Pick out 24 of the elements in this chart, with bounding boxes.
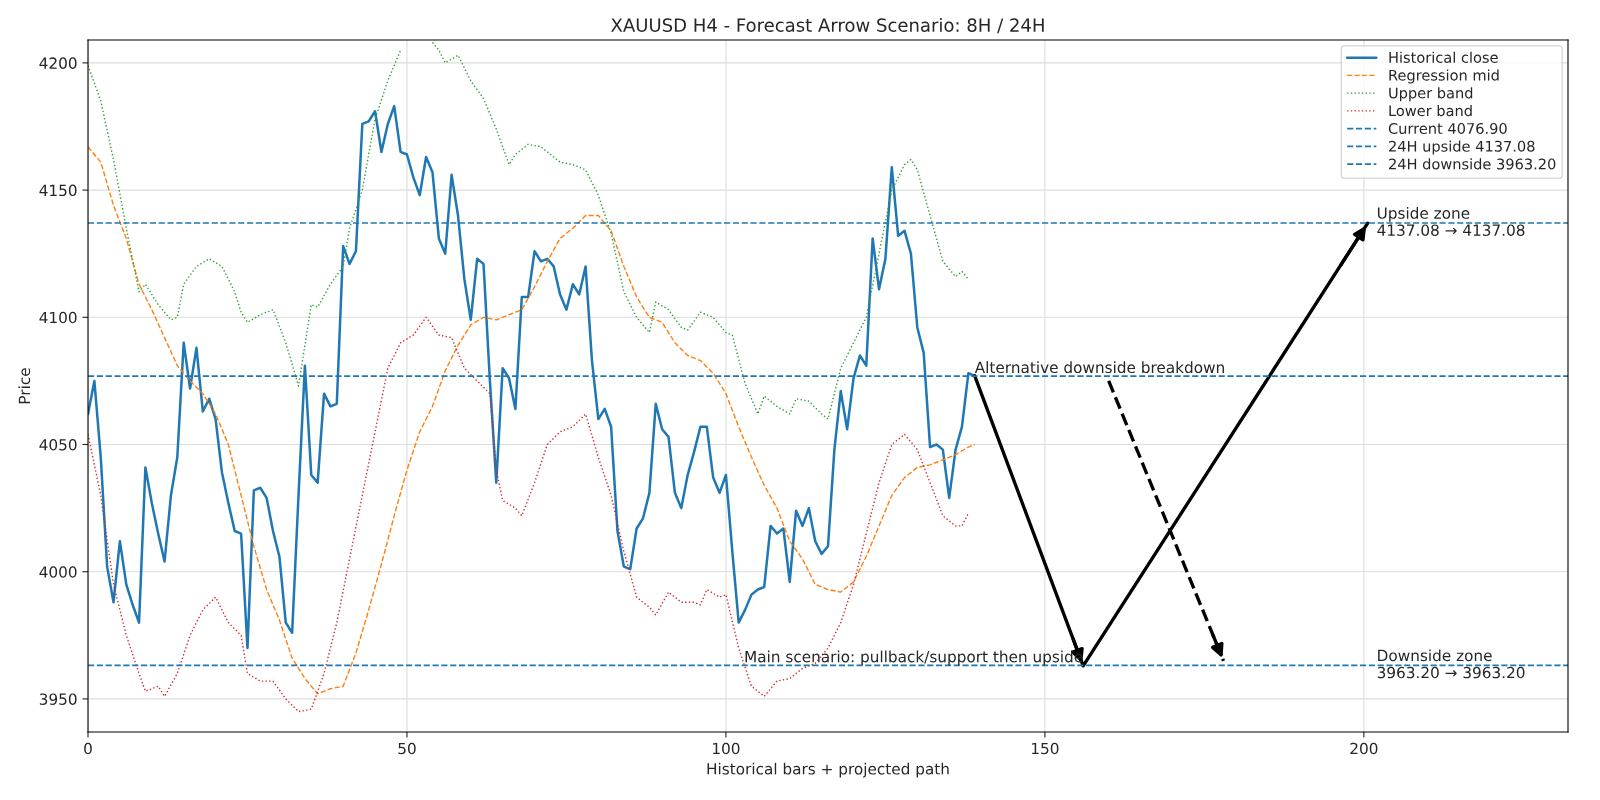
x-tick-label: 200 <box>1350 742 1378 755</box>
annotation: Downside zone 3963.20 → 3963.20 <box>1377 649 1525 679</box>
x-axis-title: Historical bars + projected path <box>707 762 949 778</box>
y-tick-label: 4050 <box>39 438 77 451</box>
x-tick-label: 0 <box>84 742 92 755</box>
legend-label: Upper band <box>1389 87 1473 102</box>
legend-label: Current 4076.90 <box>1388 122 1507 134</box>
legend-label: 24H upside 4137.08 <box>1389 140 1535 155</box>
legend-label: Regression mid <box>1389 69 1499 84</box>
y-tick-label: 3950 <box>39 693 77 705</box>
x-tick-label: 150 <box>1031 742 1059 755</box>
x-tick-label: 50 <box>398 742 416 755</box>
x-tick-label: 100 <box>713 742 740 755</box>
y-tick-label: 4000 <box>39 566 77 578</box>
legend-label: Lower band <box>1389 104 1472 117</box>
y-axis-title: Price <box>18 368 31 404</box>
legend-label: Historical close <box>1389 51 1498 63</box>
annotation: Upside zone 4137.08 → 4137.08 <box>1377 207 1525 236</box>
y-tick-label: 4150 <box>39 184 77 197</box>
y-tick-label: 4100 <box>39 311 77 324</box>
y-tick-label: 4200 <box>39 57 77 69</box>
legend-label: 24H downside 3963.20 <box>1389 158 1556 170</box>
annotation: Alternative downside breakdown <box>974 361 1224 374</box>
chart-title: XAUUSD H4 - Forecast Arrow Scenario: 8H / 24H <box>611 17 1044 34</box>
